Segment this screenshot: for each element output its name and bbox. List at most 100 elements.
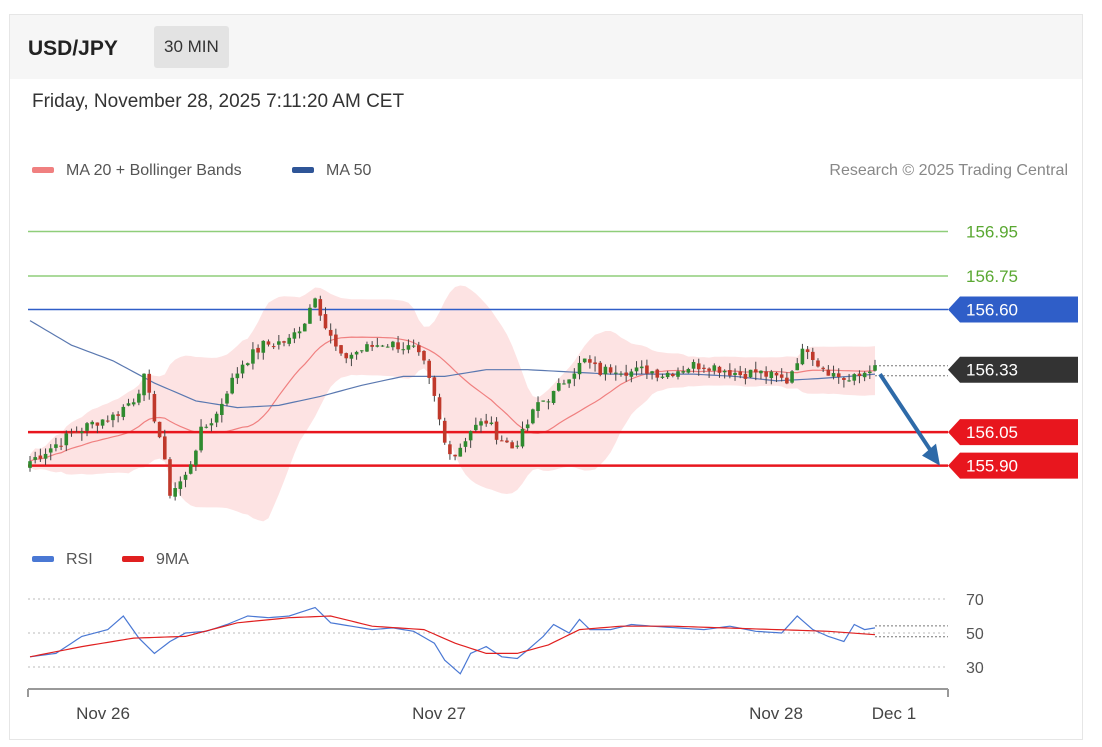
candle-body	[536, 402, 540, 412]
current-price-label: 156.33	[966, 361, 1018, 380]
candle-body	[214, 413, 219, 423]
x-tick-label: Dec 1	[872, 704, 916, 723]
candle-body	[401, 349, 406, 351]
candle-body	[147, 373, 152, 393]
candle-body	[707, 368, 711, 371]
bollinger-band	[30, 285, 875, 522]
candle-body	[494, 421, 499, 440]
candle-body	[396, 342, 400, 350]
candle-body	[577, 362, 582, 375]
candle-body	[733, 372, 737, 376]
candle-body	[230, 377, 234, 394]
candle-body	[137, 393, 141, 403]
candle-body	[525, 424, 530, 429]
candle-body	[728, 370, 732, 376]
resistance-label: 156.75	[966, 267, 1018, 286]
candle-body	[282, 341, 286, 343]
x-tick-label: Nov 27	[412, 704, 466, 723]
candle-body	[759, 370, 763, 374]
candle-body	[111, 414, 115, 421]
candle-body	[541, 400, 546, 402]
candle-body	[349, 354, 354, 359]
candle-body	[702, 367, 706, 369]
candle-body	[344, 353, 349, 359]
rsi-line	[29, 606, 876, 675]
candle-body	[691, 361, 696, 369]
candle-body	[59, 445, 63, 447]
candle-body	[95, 422, 100, 426]
candle-body	[178, 481, 183, 489]
candle-body	[188, 464, 193, 474]
candle-body	[334, 334, 338, 347]
candle-body	[74, 432, 79, 434]
candle-body	[271, 346, 276, 348]
candle-body	[437, 397, 442, 420]
candle-body	[650, 371, 654, 374]
candle-body	[686, 368, 691, 373]
research-credit: Research © 2025 Trading Central	[829, 162, 1068, 179]
candle-body	[308, 307, 312, 324]
candle-body	[80, 431, 84, 434]
candle-body	[318, 299, 323, 316]
legend-ma20: MA 20 + Bollinger Bands	[32, 162, 242, 180]
candle-body	[489, 422, 494, 424]
rsi-level-label: 50	[966, 626, 984, 643]
candle-body	[712, 365, 717, 371]
candle-body	[722, 370, 727, 373]
candle-body	[391, 341, 395, 348]
candle-body	[261, 340, 266, 353]
candle-body	[417, 345, 421, 353]
candle-body	[339, 345, 343, 354]
candle-body	[245, 363, 250, 366]
ma20-label: MA 20 + Bollinger Bands	[66, 162, 242, 179]
candle-body	[183, 474, 188, 480]
candle-body	[142, 373, 146, 396]
candle-body	[645, 365, 649, 374]
candle-body	[696, 363, 701, 370]
rsi-ma-line	[29, 615, 876, 658]
candle-body	[748, 369, 753, 378]
candle-body	[868, 371, 872, 374]
candle-body	[738, 371, 743, 376]
candle-body	[385, 346, 390, 348]
candle-body	[48, 448, 53, 453]
support-label: 156.05	[966, 423, 1018, 442]
candle-body	[313, 298, 317, 308]
candle-body	[100, 419, 105, 426]
x-tick-label: Nov 28	[749, 704, 803, 723]
candle-body	[204, 426, 209, 428]
candle-body	[251, 349, 255, 364]
chart-header: USD/JPY 30 MIN	[10, 15, 1082, 79]
pivot-price-tag	[948, 296, 1078, 323]
candle-body	[857, 373, 862, 377]
candle-body	[116, 414, 120, 416]
candle-body	[582, 358, 587, 363]
candle-body	[131, 402, 136, 405]
candle-body	[717, 366, 722, 373]
pivot-label: 156.60	[966, 300, 1018, 319]
timeframe-button[interactable]: 30 MIN	[154, 26, 229, 68]
support-price-tag	[948, 452, 1078, 479]
candle-body	[531, 409, 535, 424]
candle-body	[297, 331, 302, 334]
candle-body	[28, 461, 32, 468]
candle-body	[432, 377, 437, 396]
rsi-ma-swatch	[122, 555, 144, 562]
candle-body	[842, 377, 846, 380]
candle-body	[152, 394, 157, 422]
candle-body	[795, 363, 800, 371]
candle-body	[634, 367, 639, 372]
candle-body	[157, 421, 162, 438]
candle-body	[121, 406, 126, 417]
candle-body	[873, 365, 877, 371]
candle-body	[54, 444, 58, 448]
candle-body	[572, 373, 577, 379]
candle-body	[43, 453, 48, 459]
candle-body	[479, 421, 483, 426]
candle-body	[785, 377, 789, 384]
candle-body	[38, 455, 43, 459]
candle-body	[458, 447, 463, 457]
candle-body	[292, 332, 297, 339]
candle-body	[769, 371, 774, 379]
candle-body	[852, 374, 857, 381]
